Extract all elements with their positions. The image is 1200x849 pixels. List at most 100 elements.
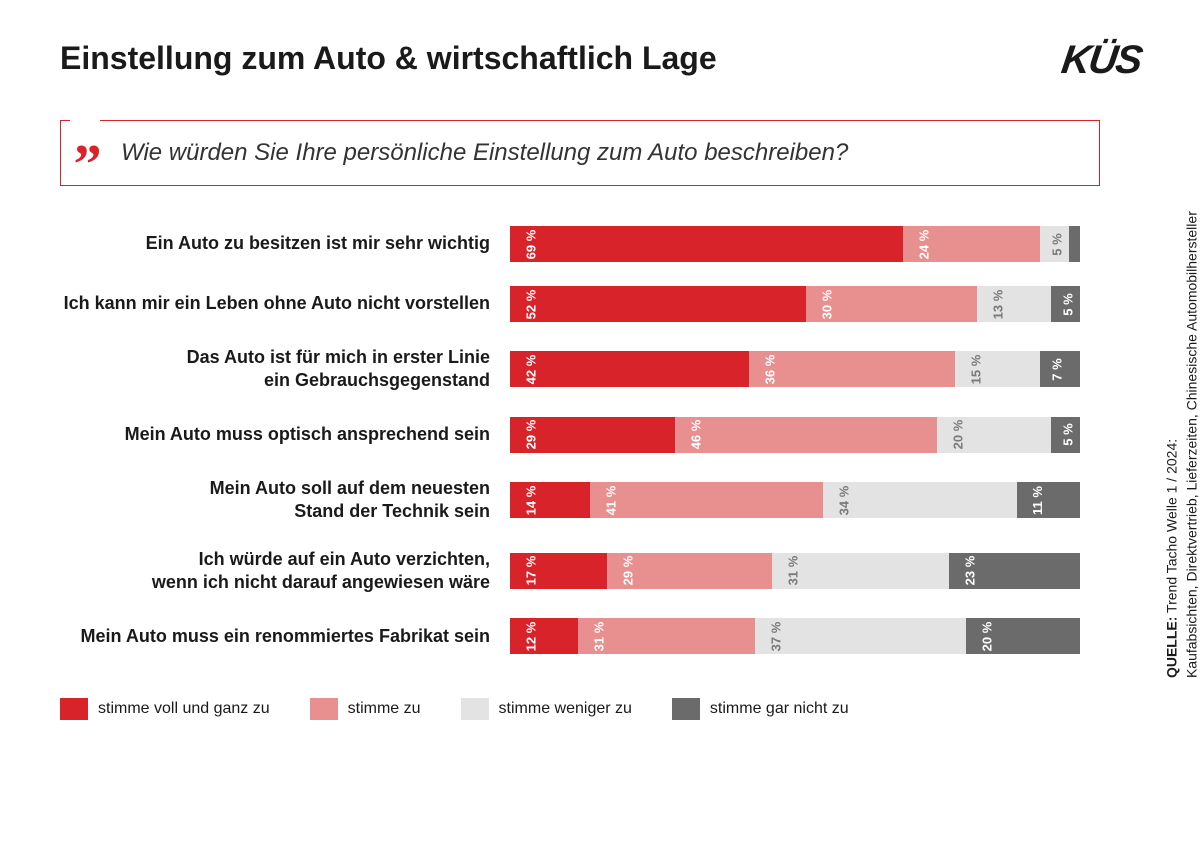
segment-value: 29 % — [620, 556, 635, 586]
segment-value: 20 % — [951, 420, 966, 450]
chart-row: Ein Auto zu besitzen ist mir sehr wichti… — [60, 226, 1080, 262]
segment-value: 30 % — [820, 289, 835, 319]
bar-segment: 7 % — [1040, 351, 1080, 387]
row-label: Mein Auto soll auf dem neuestenStand der… — [60, 477, 510, 524]
source-label: QUELLE: — [1163, 616, 1179, 677]
question-text: Wie würden Sie Ihre persönliche Einstell… — [60, 120, 1100, 186]
chart-row: Mein Auto muss optisch ansprechend sein2… — [60, 417, 1080, 453]
bar-segment: 15 % — [955, 351, 1041, 387]
bar-segment: 41 % — [590, 482, 824, 518]
legend-swatch — [672, 698, 700, 720]
bar-segment: 13 % — [977, 286, 1051, 322]
source-citation: QUELLE: Trend Tacho Welle 1 / 2024: Kauf… — [1162, 211, 1200, 678]
bar-segment: 24 % — [903, 226, 1040, 262]
segment-value: 11 % — [1030, 486, 1045, 515]
segment-value: 12 % — [523, 622, 538, 652]
stacked-bar-chart: Ein Auto zu besitzen ist mir sehr wichti… — [0, 216, 1200, 654]
segment-value: 14 % — [523, 485, 538, 515]
stacked-bar: 29 % 46 % 20 % 5 % — [510, 417, 1080, 453]
brand-logo: KÜS — [1059, 40, 1143, 80]
segment-value: 29 % — [523, 420, 538, 450]
stacked-bar: 42 % 36 % 15 % 7 % — [510, 351, 1080, 387]
segment-value: 36 % — [763, 355, 778, 385]
segment-value: 46 % — [689, 420, 704, 450]
legend-item: stimme weniger zu — [461, 698, 632, 720]
bar-segment: 11 % — [1017, 482, 1080, 518]
bar-segment: 20 % — [966, 618, 1080, 654]
legend-swatch — [461, 698, 489, 720]
legend-item: stimme voll und ganz zu — [60, 698, 270, 720]
chart-legend: stimme voll und ganz zu stimme zu stimme w… — [0, 678, 1200, 750]
segment-value: 5 % — [1061, 424, 1076, 446]
segment-value: 7 % — [1050, 358, 1065, 380]
segment-value: 41 % — [603, 485, 618, 515]
bar-segment: 52 % — [510, 286, 806, 322]
segment-value: 24 % — [917, 229, 932, 259]
segment-value: 31 % — [786, 556, 801, 586]
segment-value: 69 % — [523, 229, 538, 259]
row-label: Ich würde auf ein Auto verzichten,wenn i… — [60, 548, 510, 595]
bar-segment: 36 % — [749, 351, 954, 387]
source-line2: Kaufabsichten, Direktvertrieb, Lieferzei… — [1183, 211, 1199, 678]
bar-segment: 31 % — [578, 618, 755, 654]
bar-segment: 31 % — [772, 553, 949, 589]
bar-segment: 14 % — [510, 482, 590, 518]
bar-segment: 20 % — [937, 417, 1051, 453]
row-label: Mein Auto muss ein renommiertes Fabrikat… — [60, 625, 510, 648]
segment-value: 23 % — [962, 556, 977, 586]
bar-segment: 69 % — [510, 226, 903, 262]
bar-segment: 29 % — [510, 417, 675, 453]
segment-value: 42 % — [523, 355, 538, 385]
chart-row: Mein Auto soll auf dem neuestenStand der… — [60, 477, 1080, 524]
bar-segment: 5 % — [1051, 417, 1080, 453]
row-label: Das Auto ist für mich in erster Linieein… — [60, 346, 510, 393]
bar-segment: 37 % — [755, 618, 966, 654]
question-container: „ Wie würden Sie Ihre persönliche Einste… — [60, 120, 1100, 186]
segment-value: 5 % — [1050, 233, 1065, 255]
chart-row: Ich würde auf ein Auto verzichten,wenn i… — [60, 548, 1080, 595]
bar-segment: 5 % — [1040, 226, 1069, 262]
legend-label: stimme voll und ganz zu — [98, 700, 270, 718]
stacked-bar: 17 % 29 % 31 % 23 % — [510, 553, 1080, 589]
segment-value: 31 % — [592, 622, 607, 652]
bar-segment: 23 % — [949, 553, 1080, 589]
chart-row: Mein Auto muss ein renommiertes Fabrikat… — [60, 618, 1080, 654]
header: Einstellung zum Auto & wirtschaftlich La… — [0, 0, 1200, 100]
segment-value: 52 % — [523, 289, 538, 319]
bar-segment: 12 % — [510, 618, 578, 654]
stacked-bar: 52 % 30 % 13 % 5 % — [510, 286, 1080, 322]
legend-label: stimme zu — [348, 700, 421, 718]
segment-value: 13 % — [991, 289, 1006, 319]
quote-icon: „ — [70, 108, 100, 164]
legend-label: stimme gar nicht zu — [710, 700, 849, 718]
bar-segment: 5 % — [1051, 286, 1080, 322]
stacked-bar: 14 % 41 % 34 % 11 % — [510, 482, 1080, 518]
legend-label: stimme weniger zu — [499, 700, 632, 718]
bar-segment: 46 % — [675, 417, 937, 453]
legend-item: stimme zu — [310, 698, 421, 720]
stacked-bar: 12 % 31 % 37 % 20 % — [510, 618, 1080, 654]
chart-row: Ich kann mir ein Leben ohne Auto nicht v… — [60, 286, 1080, 322]
bar-segment: 42 % — [510, 351, 749, 387]
segment-value: 5 % — [1061, 293, 1076, 315]
row-label: Mein Auto muss optisch ansprechend sein — [60, 423, 510, 446]
segment-value: 17 % — [523, 556, 538, 586]
segment-value: 2 % — [1078, 233, 1093, 255]
source-line1: Trend Tacho Welle 1 / 2024: — [1163, 438, 1179, 612]
segment-value: 37 % — [768, 622, 783, 652]
page-title: Einstellung zum Auto & wirtschaftlich La… — [60, 40, 717, 77]
bar-segment: 34 % — [823, 482, 1017, 518]
row-label: Ein Auto zu besitzen ist mir sehr wichti… — [60, 232, 510, 255]
bar-segment: 2 % — [1069, 226, 1080, 262]
legend-swatch — [60, 698, 88, 720]
row-label: Ich kann mir ein Leben ohne Auto nicht v… — [60, 292, 510, 315]
bar-segment: 29 % — [607, 553, 772, 589]
legend-swatch — [310, 698, 338, 720]
legend-item: stimme gar nicht zu — [672, 698, 849, 720]
segment-value: 34 % — [837, 485, 852, 515]
bar-segment: 30 % — [806, 286, 977, 322]
segment-value: 20 % — [979, 622, 994, 652]
segment-value: 15 % — [968, 355, 983, 385]
chart-row: Das Auto ist für mich in erster Linieein… — [60, 346, 1080, 393]
stacked-bar: 69 % 24 % 5 % 2 % — [510, 226, 1080, 262]
